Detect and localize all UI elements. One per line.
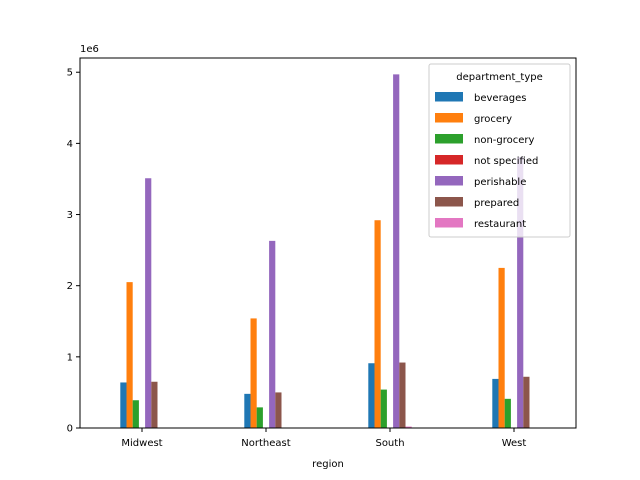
x-tick-label: West [502,438,527,449]
bar-perishable-midwest [145,178,152,428]
bar-non-grocery-midwest [132,400,139,428]
y-axis: 0 1 2 3 4 5 [67,68,80,435]
bar-grocery-south [374,220,381,428]
legend-entry: prepared [474,198,519,209]
bar-perishable-west [517,156,524,428]
legend-items: beverages grocery non-grocery not specified… [435,92,538,230]
legend-entry: grocery [474,114,512,125]
y-tick-label: 4 [67,139,73,150]
bar-non-grocery-south [380,389,387,428]
x-tick-label: Midwest [121,438,162,449]
bar-beverages-midwest [120,382,127,428]
axes-frame [79,57,577,429]
y-tick-label: 1 [67,352,73,363]
bar-grocery-west [498,267,505,428]
bar-prepared-midwest [151,381,158,428]
x-axis-label: region [312,459,344,470]
legend-entry: restaurant [474,219,526,230]
legend: department_type beverages grocery non-groc… [428,63,571,238]
legend-swatch [435,113,463,123]
bar-grocery-northeast [250,318,257,428]
y-tick-label: 5 [67,68,73,79]
bar-perishable-south [393,74,400,429]
bar-prepared-south [399,362,406,428]
legend-swatch [435,92,463,102]
bar-grocery-midwest [126,282,133,428]
legend-swatch [435,197,463,207]
y-tick-label: 3 [67,210,73,221]
bars [120,74,530,429]
legend-swatch [435,134,463,144]
x-axis: Midwest Northeast South West [121,428,526,449]
bar-non-grocery-northeast [256,407,263,428]
legend-entry: beverages [474,93,527,104]
y-tick-label: 2 [67,281,73,292]
bar-prepared-west [523,376,530,428]
legend-box [428,63,571,238]
legend-title: department_type [456,72,543,83]
bar-prepared-northeast [275,392,282,428]
legend-entry: perishable [474,177,526,188]
legend-swatch [435,155,463,165]
bar-restaurant-south [405,426,412,428]
plot-area: 0 1 2 3 4 5 Midwest Northeast South West [67,57,577,449]
bar-perishable-northeast [269,240,276,428]
bar-beverages-northeast [244,393,251,428]
legend-entry: non-grocery [474,135,535,146]
bar-beverages-south [368,363,375,428]
legend-entry: not specified [474,156,538,167]
legend-swatch [435,176,463,186]
y-tick-label: 0 [67,424,73,435]
bar-non-grocery-west [504,398,511,428]
y-axis-offset-label: 1e6 [80,44,99,55]
x-tick-label: Northeast [241,438,290,449]
bar-beverages-west [492,378,499,428]
x-tick-label: South [375,438,404,449]
legend-swatch [435,218,463,228]
